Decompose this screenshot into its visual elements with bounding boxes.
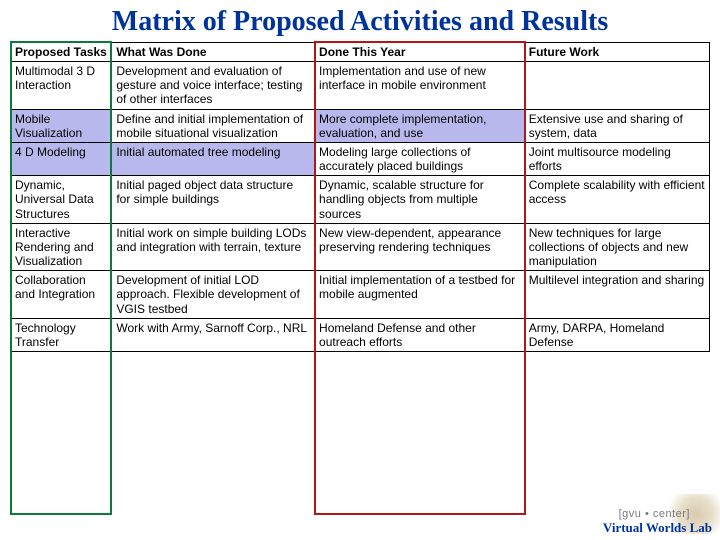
table-cell: Collaboration and Integration <box>11 271 112 318</box>
col-header-3: Future Work <box>524 43 709 62</box>
table-cell: Work with Army, Sarnoff Corp., NRL <box>112 318 315 351</box>
table-cell: New view-dependent, appearance preservin… <box>315 223 525 270</box>
table-cell: Dynamic, scalable structure for handling… <box>315 176 525 223</box>
table-row: Mobile VisualizationDefine and initial i… <box>11 109 710 142</box>
table-cell: New techniques for large collections of … <box>524 223 709 270</box>
table-row: Dynamic, Universal Data StructuresInitia… <box>11 176 710 223</box>
table-cell: Interactive Rendering and Visualization <box>11 223 112 270</box>
table-cell: Army, DARPA, Homeland Defense <box>524 318 709 351</box>
table-cell: Dynamic, Universal Data Structures <box>11 176 112 223</box>
lab-name-footer: Virtual Worlds Lab <box>603 520 712 536</box>
table-cell <box>524 62 709 109</box>
col-header-2: Done This Year <box>315 43 525 62</box>
table-cell: Implementation and use of new interface … <box>315 62 525 109</box>
table-row: Interactive Rendering and VisualizationI… <box>11 223 710 270</box>
table-cell: Technology Transfer <box>11 318 112 351</box>
table-cell: Extensive use and sharing of system, dat… <box>524 109 709 142</box>
table-header-row: Proposed Tasks What Was Done Done This Y… <box>11 43 710 62</box>
table-cell: Define and initial implementation of mob… <box>112 109 315 142</box>
table-cell: Initial paged object data structure for … <box>112 176 315 223</box>
table-cell: Initial automated tree modeling <box>112 142 315 175</box>
gvu-center-label: [gvu • center] <box>619 508 690 520</box>
page-title: Matrix of Proposed Activities and Result… <box>0 0 720 42</box>
table-cell: Joint multisource modeling efforts <box>524 142 709 175</box>
table-cell: 4 D Modeling <box>11 142 112 175</box>
table-cell: Initial implementation of a testbed for … <box>315 271 525 318</box>
table-row: Collaboration and IntegrationDevelopment… <box>11 271 710 318</box>
table-cell: Complete scalability with efficient acce… <box>524 176 709 223</box>
table-cell: Initial work on simple building LODs and… <box>112 223 315 270</box>
matrix-table-wrap: Proposed Tasks What Was Done Done This Y… <box>0 42 720 352</box>
table-cell: Multilevel integration and sharing <box>524 271 709 318</box>
table-cell: Modeling large collections of accurately… <box>315 142 525 175</box>
col-header-0: Proposed Tasks <box>11 43 112 62</box>
table-cell: Development of initial LOD approach. Fle… <box>112 271 315 318</box>
table-row: 4 D ModelingInitial automated tree model… <box>11 142 710 175</box>
table-cell: Development and evaluation of gesture an… <box>112 62 315 109</box>
table-cell: Homeland Defense and other outreach effo… <box>315 318 525 351</box>
table-row: Technology TransferWork with Army, Sarno… <box>11 318 710 351</box>
table-row: Multimodal 3 D InteractionDevelopment an… <box>11 62 710 109</box>
col-header-1: What Was Done <box>112 43 315 62</box>
table-cell: Multimodal 3 D Interaction <box>11 62 112 109</box>
matrix-table: Proposed Tasks What Was Done Done This Y… <box>10 42 710 352</box>
table-cell: More complete implementation, evaluation… <box>315 109 525 142</box>
table-cell: Mobile Visualization <box>11 109 112 142</box>
